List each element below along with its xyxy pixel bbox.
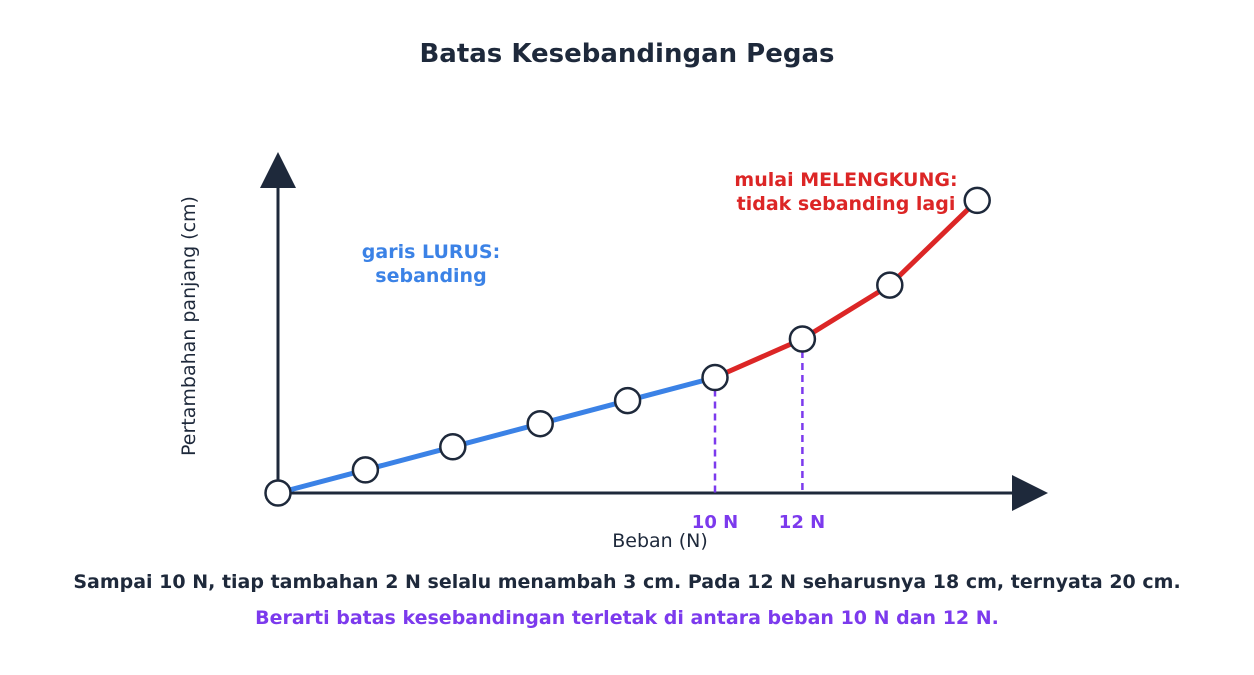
y-axis-label: Pertambahan panjang (cm) [178,196,200,456]
data-point-0n [264,479,292,507]
data-point-6n [526,409,554,438]
diagram-title: Batas Kesebandingan Pegas [419,39,834,69]
data-point-16n [963,186,991,215]
linear-segment-3 [537,398,631,427]
curve-annotation-line2: tidak sebanding lagi [737,193,956,215]
linear-segment-0 [275,467,368,496]
linear-segment-4 [625,375,718,404]
caption-conclusion: Berarti batas kesebandingan terletak di … [255,607,999,629]
curved-segment-7 [887,197,980,288]
curved-segment-6 [799,282,893,342]
linear-annotation-line1: garis LURUS: [362,241,500,263]
tick-label-10n: 10 N [692,512,738,533]
data-point-4n [439,433,467,461]
data-points [264,186,991,507]
curve-annotation-line1: mulai MELENGKUNG: [734,169,957,191]
tick-label-12n: 12 N [779,512,825,533]
linear-annotation-line2: sebanding [375,265,486,287]
data-point-10n [701,363,729,392]
data-point-8n [613,386,642,415]
data-point-2n [351,456,380,484]
data-series [275,197,980,496]
threshold-guides [713,339,804,493]
data-point-14n [876,271,904,299]
curved-segment-5 [712,336,805,380]
data-point-12n [788,325,817,353]
x-axis-label: Beban (N) [612,530,708,552]
linear-segment-2 [450,421,543,450]
linear-segment-1 [362,444,456,473]
caption-explanation: Sampai 10 N, tiap tambahan 2 N selalu me… [73,571,1180,593]
